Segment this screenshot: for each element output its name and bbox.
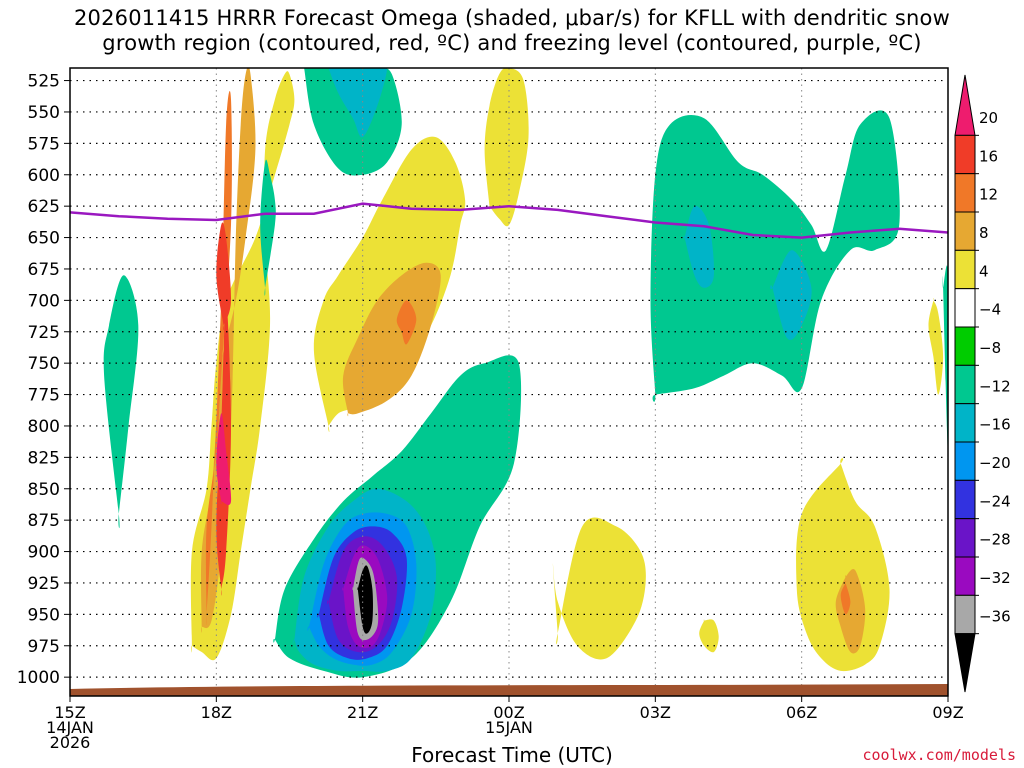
y-tick-label-950: 950 — [28, 605, 60, 625]
colorbar-swatch-10 — [954, 479, 976, 520]
omega-region-positive-4-3 — [552, 517, 646, 660]
freezing-level-line — [70, 202, 948, 239]
x-tick-label-6-0: 21Z — [347, 703, 378, 722]
y-tick-label-850: 850 — [28, 480, 60, 500]
colorbar-label-3: 8 — [979, 224, 989, 242]
y-tick-label-575: 575 — [28, 134, 60, 154]
colorbar-swatch-0 — [954, 74, 976, 136]
y-tick-label-750: 750 — [28, 354, 60, 374]
omega-region-positive-4-2 — [484, 68, 529, 227]
colorbar-swatch-11 — [954, 518, 976, 558]
colorbar-swatch-14 — [954, 633, 976, 693]
colorbar-swatch-6 — [954, 326, 976, 366]
colorbar-swatch-9 — [954, 441, 976, 481]
x-tick-label-9-1: 15JAN — [485, 718, 533, 737]
colorbar-label-7: −12 — [979, 377, 1011, 395]
chart-title: 2026011415 HRRR Forecast Omega (shaded, … — [0, 6, 1024, 56]
chart-title-line-2: growth region (contoured, red, ºC) and f… — [102, 31, 922, 55]
source-credit: coolwx.com/models — [862, 746, 1016, 764]
colorbar-label-10: −24 — [979, 492, 1011, 510]
pressure-axis: 525 550 575 600 625 650 675 700 725 750 775 800 825 8… — [17, 72, 70, 688]
y-tick-label-525: 525 — [28, 72, 60, 92]
y-tick-label-800: 800 — [28, 417, 60, 437]
omega-region-positive-20-15 — [216, 413, 232, 506]
colorbar-swatch-1 — [954, 134, 976, 175]
y-tick-label-550: 550 — [28, 103, 60, 123]
y-tick-label-725: 725 — [28, 323, 60, 343]
colorbar-label-0: 20 — [979, 109, 998, 127]
colorbar-label-6: −8 — [979, 339, 1001, 357]
omega-colorbar: 20 16 12 8 4 −4 −8 −12 −16 −20 −24 −28 −32 −36 — [954, 74, 1011, 693]
omega-region-negative-12-22 — [328, 68, 388, 138]
colorbar-label-13: −36 — [979, 607, 1011, 625]
time-gridlines — [215, 68, 803, 696]
omega-region-positive-12-11 — [396, 300, 417, 345]
x-tick-label-3-0: 18Z — [201, 703, 232, 722]
colorbar-label-9: −20 — [979, 454, 1011, 472]
colorbar-swatch-3 — [954, 211, 976, 251]
x-tick-label-0-0: 15Z — [54, 703, 85, 722]
colorbar-swatch-5 — [954, 288, 976, 328]
omega-region-positive-4-5 — [699, 619, 719, 653]
omega-region-positive-4-4 — [796, 458, 890, 672]
colorbar-swatch-7 — [954, 364, 976, 405]
x-tick-label-0-1: 14JAN — [46, 718, 94, 737]
y-tick-label-650: 650 — [28, 229, 60, 249]
omega-region-negative-8-pre-17 — [260, 159, 276, 296]
y-tick-label-775: 775 — [28, 386, 60, 406]
omega-region-positive-12-10 — [205, 91, 232, 626]
omega-region-positive-8-8 — [342, 262, 441, 417]
y-tick-label-925: 925 — [28, 574, 60, 594]
y-tick-label-625: 625 — [28, 197, 60, 217]
freezing-level-contour — [70, 202, 948, 239]
y-tick-label-675: 675 — [28, 260, 60, 280]
colorbar-swatch-12 — [954, 556, 976, 596]
chart-title-line-1: 2026011415 HRRR Forecast Omega (shaded, … — [74, 6, 950, 30]
y-tick-label-975: 975 — [28, 637, 60, 657]
colorbar-label-12: −32 — [979, 569, 1011, 587]
y-tick-label-700: 700 — [28, 291, 60, 311]
y-tick-label-825: 825 — [28, 448, 60, 468]
colorbar-label-5: −4 — [979, 301, 1001, 319]
colorbar-label-4: 4 — [979, 262, 989, 280]
x-tick-label-18-0: 09Z — [932, 703, 963, 722]
y-tick-label-600: 600 — [28, 166, 60, 186]
colorbar-swatch-8 — [954, 403, 976, 443]
colorbar-swatch-4 — [954, 249, 976, 290]
colorbar-label-8: −16 — [979, 416, 1011, 434]
y-tick-label-1000: 1000 — [17, 668, 60, 688]
x-tick-label-0-2: 2026 — [50, 733, 91, 752]
y-tick-label-900: 900 — [28, 543, 60, 563]
x-tick-label-9-0: 00Z — [493, 703, 524, 722]
y-tick-label-875: 875 — [28, 511, 60, 531]
omega-region-positive-4-6 — [928, 297, 944, 395]
colorbar-swatch-13 — [954, 594, 976, 635]
omega-region-negative-8-left-16 — [103, 275, 139, 529]
x-axis-title: Forecast Time (UTC) — [411, 743, 613, 767]
colorbar-swatch-2 — [954, 173, 976, 213]
colorbar-label-11: −28 — [979, 531, 1011, 549]
x-tick-label-12-0: 03Z — [640, 703, 671, 722]
omega-region-negative-8-edge-21 — [942, 265, 948, 452]
omega-shaded-regions — [103, 68, 948, 678]
colorbar-label-2: 12 — [979, 186, 998, 204]
x-tick-label-15-0: 06Z — [786, 703, 817, 722]
omega-region-positive-12-12 — [840, 580, 851, 615]
ground-surface — [70, 684, 948, 696]
omega-region-negative-8-right-20 — [650, 110, 900, 402]
colorbar-label-1: 16 — [979, 147, 998, 165]
omega-region-positive-16-14 — [216, 222, 232, 331]
